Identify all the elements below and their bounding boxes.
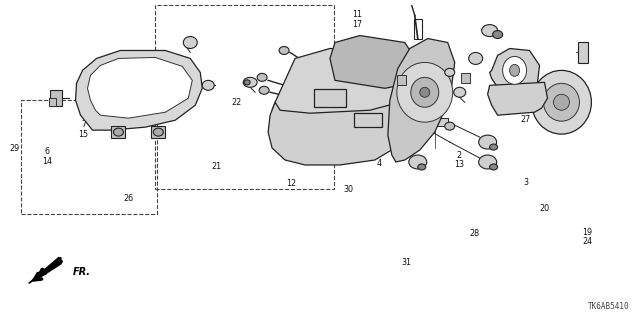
Bar — [314, 89, 346, 107]
Polygon shape — [268, 102, 415, 165]
Text: 12: 12 — [286, 144, 296, 153]
Ellipse shape — [532, 70, 591, 134]
Ellipse shape — [154, 128, 163, 136]
Text: 25: 25 — [420, 115, 431, 124]
Bar — [111, 126, 125, 138]
Ellipse shape — [445, 68, 454, 76]
Text: 18
23: 18 23 — [393, 75, 403, 93]
Text: 20: 20 — [540, 204, 550, 213]
Ellipse shape — [411, 77, 439, 107]
Bar — [579, 42, 588, 63]
Bar — [507, 98, 516, 106]
Ellipse shape — [509, 64, 520, 76]
Ellipse shape — [479, 155, 497, 169]
Text: 8: 8 — [568, 120, 573, 129]
Text: 22: 22 — [232, 98, 242, 107]
Text: 1
9: 1 9 — [402, 127, 407, 146]
Ellipse shape — [482, 25, 498, 36]
Polygon shape — [88, 58, 192, 118]
Text: 21: 21 — [211, 162, 221, 171]
Text: 7
15: 7 15 — [79, 120, 89, 139]
Text: 11
17: 11 17 — [352, 11, 362, 29]
Text: 5: 5 — [157, 95, 162, 104]
Text: 29: 29 — [10, 144, 20, 153]
Text: 7
15: 7 15 — [109, 120, 120, 139]
Bar — [49, 90, 61, 106]
Text: TK6AB5410: TK6AB5410 — [588, 302, 629, 311]
Ellipse shape — [454, 87, 466, 97]
Polygon shape — [35, 268, 47, 278]
Ellipse shape — [414, 93, 426, 103]
Polygon shape — [76, 51, 202, 130]
Ellipse shape — [418, 164, 426, 170]
Text: FR.: FR. — [72, 267, 90, 276]
Polygon shape — [330, 36, 418, 88]
Ellipse shape — [259, 86, 269, 94]
Ellipse shape — [414, 117, 426, 127]
Ellipse shape — [397, 62, 452, 122]
Text: 30: 30 — [344, 185, 354, 194]
Polygon shape — [490, 49, 540, 95]
Text: 6
14: 6 14 — [42, 148, 52, 166]
Polygon shape — [29, 258, 63, 284]
Text: 12: 12 — [286, 180, 296, 188]
Ellipse shape — [543, 83, 579, 121]
Polygon shape — [272, 49, 420, 122]
Ellipse shape — [113, 128, 124, 136]
Bar — [461, 73, 470, 83]
Ellipse shape — [490, 164, 498, 170]
Ellipse shape — [445, 122, 454, 130]
Ellipse shape — [468, 52, 483, 64]
Text: 28: 28 — [470, 229, 479, 238]
Ellipse shape — [420, 87, 430, 97]
Text: 19
24: 19 24 — [582, 228, 592, 246]
Text: 26: 26 — [124, 194, 134, 203]
Bar — [414, 19, 422, 38]
Bar — [428, 118, 448, 126]
Bar — [397, 76, 406, 85]
Text: 4: 4 — [376, 159, 381, 168]
Ellipse shape — [279, 46, 289, 54]
Bar — [152, 126, 165, 138]
Ellipse shape — [183, 36, 197, 49]
Ellipse shape — [554, 94, 570, 110]
Ellipse shape — [409, 155, 427, 169]
Text: 31: 31 — [401, 258, 412, 267]
Ellipse shape — [479, 135, 497, 149]
Ellipse shape — [257, 73, 267, 81]
Ellipse shape — [490, 144, 498, 150]
Bar — [156, 5, 334, 189]
Ellipse shape — [502, 56, 527, 84]
Bar — [354, 113, 382, 127]
Text: 30: 30 — [344, 148, 354, 156]
Polygon shape — [488, 82, 547, 115]
Text: 27: 27 — [520, 115, 531, 124]
Bar — [49, 98, 56, 106]
Ellipse shape — [243, 77, 257, 87]
Text: 10
16: 10 16 — [109, 101, 120, 120]
Ellipse shape — [493, 31, 502, 38]
Text: 2
13: 2 13 — [454, 151, 464, 169]
Polygon shape — [388, 38, 454, 162]
Ellipse shape — [202, 80, 214, 90]
Text: 3: 3 — [523, 179, 528, 188]
Ellipse shape — [244, 80, 250, 85]
Ellipse shape — [516, 98, 532, 112]
Bar — [21, 100, 157, 214]
